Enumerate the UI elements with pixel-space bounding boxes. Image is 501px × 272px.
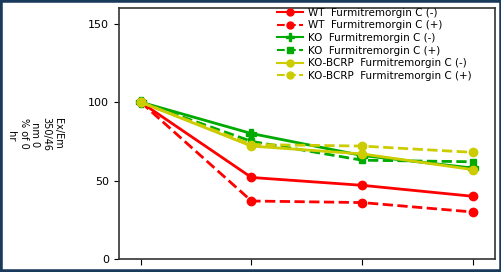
WT  Furmitremorgin C (-) xyxy=(137,101,143,104)
WT  Furmitremorgin C (-) xyxy=(359,184,365,187)
Line: WT  Furmitremorgin C (+): WT Furmitremorgin C (+) xyxy=(136,98,476,216)
KO  Furmitremorgin C (-) xyxy=(359,154,365,157)
WT  Furmitremorgin C (+) xyxy=(359,201,365,204)
Line: KO-BCRP  Furmitremorgin C (+): KO-BCRP Furmitremorgin C (+) xyxy=(136,98,476,156)
KO  Furmitremorgin C (-) xyxy=(248,132,254,135)
KO  Furmitremorgin C (-) xyxy=(137,101,143,104)
WT  Furmitremorgin C (-) xyxy=(248,176,254,179)
Y-axis label: Ex/Em
350/46
 nm 0
% of 0
 hr: Ex/Em 350/46 nm 0 % of 0 hr xyxy=(7,116,63,150)
KO-BCRP  Furmitremorgin C (+) xyxy=(469,151,475,154)
KO-BCRP  Furmitremorgin C (+) xyxy=(248,143,254,146)
KO  Furmitremorgin C (+) xyxy=(137,101,143,104)
WT  Furmitremorgin C (+) xyxy=(469,210,475,214)
Legend: WT  Furmitremorgin C (-), WT  Furmitremorgin C (+), KO  Furmitremorgin C (-), KO: WT Furmitremorgin C (-), WT Furmitremorg… xyxy=(274,6,472,83)
KO-BCRP  Furmitremorgin C (-) xyxy=(137,101,143,104)
KO-BCRP  Furmitremorgin C (-) xyxy=(359,152,365,156)
KO  Furmitremorgin C (+) xyxy=(469,160,475,163)
KO  Furmitremorgin C (+) xyxy=(359,159,365,162)
KO-BCRP  Furmitremorgin C (-) xyxy=(248,144,254,148)
WT  Furmitremorgin C (-) xyxy=(469,195,475,198)
WT  Furmitremorgin C (+) xyxy=(248,199,254,203)
Line: WT  Furmitremorgin C (-): WT Furmitremorgin C (-) xyxy=(136,98,476,200)
KO  Furmitremorgin C (+) xyxy=(248,140,254,143)
KO-BCRP  Furmitremorgin C (-) xyxy=(469,168,475,171)
KO  Furmitremorgin C (-) xyxy=(469,166,475,170)
Line: KO  Furmitremorgin C (-): KO Furmitremorgin C (-) xyxy=(136,97,477,173)
Line: KO  Furmitremorgin C (+): KO Furmitremorgin C (+) xyxy=(137,99,475,165)
WT  Furmitremorgin C (+) xyxy=(137,101,143,104)
Line: KO-BCRP  Furmitremorgin C (-): KO-BCRP Furmitremorgin C (-) xyxy=(136,98,476,174)
KO-BCRP  Furmitremorgin C (+) xyxy=(137,101,143,104)
KO-BCRP  Furmitremorgin C (+) xyxy=(359,144,365,148)
